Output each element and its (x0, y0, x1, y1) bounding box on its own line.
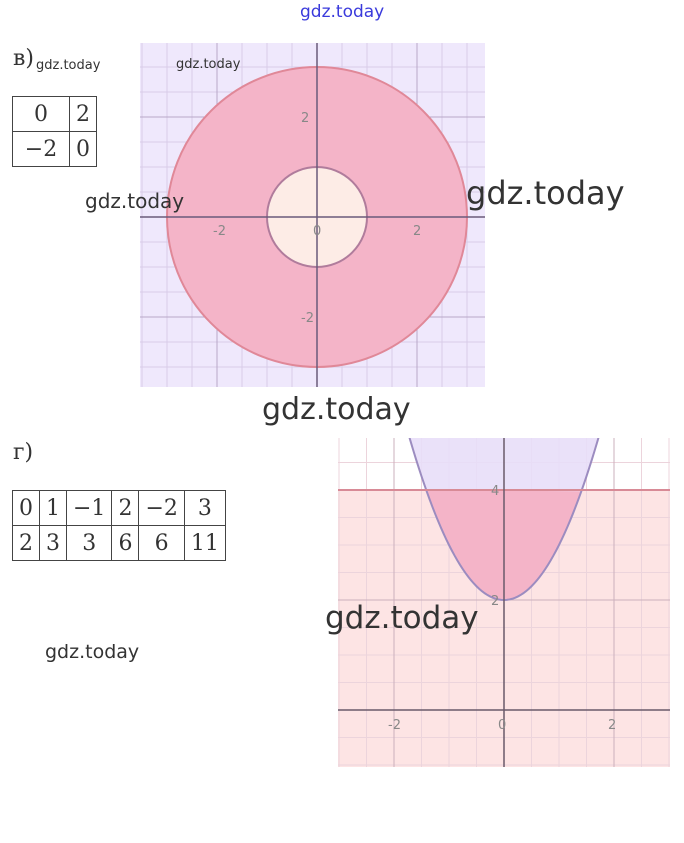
parabola-graph: -2 0 2 4 2 (338, 438, 670, 767)
table-cell: 3 (65, 525, 113, 561)
x-tick-label: -2 (213, 224, 226, 239)
table-cell: 6 (111, 525, 140, 561)
table-cell: −1 (65, 490, 113, 526)
table-row: 0 1 −1 2 −2 3 (12, 490, 226, 526)
table-cell: 0 (12, 96, 70, 132)
part-g-table: 0 1 −1 2 −2 3 2 3 3 6 6 11 (12, 490, 226, 561)
table-cell: 0 (12, 490, 40, 526)
table-cell: 2 (111, 490, 140, 526)
table-cell: 6 (138, 525, 185, 561)
part-g-label: г) (13, 440, 34, 465)
graph-watermark: gdz.today (176, 57, 241, 72)
x-tick-label: 0 (498, 718, 506, 733)
y-tick-label: 2 (301, 111, 309, 126)
table-cell: 1 (39, 490, 67, 526)
watermark: gdz.today (45, 641, 140, 663)
part-v-label: в) (13, 46, 34, 71)
table-cell: 2 (69, 96, 97, 132)
watermark: gdz.today (262, 392, 411, 427)
table-cell: 11 (183, 525, 226, 561)
table-cell: −2 (12, 131, 70, 167)
table-cell: 0 (69, 131, 97, 167)
y-tick-label: 2 (491, 594, 499, 609)
table-cell: −2 (138, 490, 185, 526)
watermark: gdz.today (325, 600, 479, 636)
y-tick-label: 4 (491, 484, 499, 499)
x-tick-label: 0 (313, 224, 321, 239)
table-cell: 3 (39, 525, 67, 561)
table-cell: 3 (183, 490, 226, 526)
ring-graph: -2 0 2 2 -2 (140, 43, 485, 387)
x-tick-label: 2 (608, 718, 616, 733)
x-tick-label: 2 (413, 224, 421, 239)
table-row: −2 0 (12, 131, 97, 167)
x-tick-label: -2 (388, 718, 401, 733)
site-header[interactable]: gdz.today (300, 2, 385, 22)
part-v-watermark: gdz.today (36, 58, 101, 73)
watermark: gdz.today (466, 174, 625, 212)
watermark: gdz.today (85, 189, 185, 213)
table-cell: 2 (12, 525, 40, 561)
table-row: 2 3 3 6 6 11 (12, 525, 226, 561)
y-tick-label: -2 (301, 311, 314, 326)
